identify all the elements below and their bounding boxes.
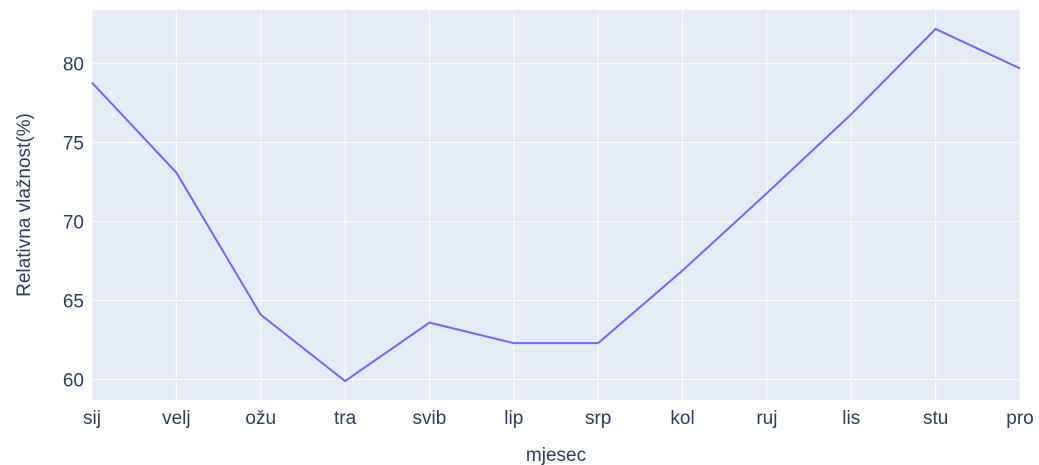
x-tick-label: kol	[670, 408, 694, 429]
x-tick-label: velj	[162, 408, 191, 429]
y-tick-label: 75	[63, 134, 84, 155]
y-tick-label: 70	[63, 213, 84, 234]
data-line	[91, 27, 1021, 383]
x-tick-label: lis	[842, 408, 860, 429]
x-tick-label: pro	[1006, 408, 1033, 429]
y-tick-label: 60	[63, 370, 84, 391]
x-tick-label: lip	[504, 408, 523, 429]
x-tick-label: ruj	[756, 408, 777, 429]
y-tick-label: 65	[63, 292, 84, 313]
x-tick-label: sij	[83, 408, 101, 429]
x-axis-title: mjesec	[526, 445, 586, 465]
y-axis-title: Relativna vlažnost(%)	[14, 113, 35, 297]
plot-area	[92, 10, 1020, 400]
x-tick-label: ožu	[245, 408, 276, 429]
x-tick-label: stu	[923, 408, 948, 429]
y-tick-label: 80	[63, 55, 84, 76]
x-tick-label: svib	[413, 408, 447, 429]
x-tick-label: tra	[334, 408, 357, 429]
x-tick-label: srp	[585, 408, 611, 429]
